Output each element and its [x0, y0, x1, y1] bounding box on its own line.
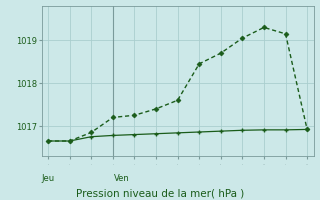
Text: Ven: Ven: [114, 174, 129, 183]
Text: Pression niveau de la mer( hPa ): Pression niveau de la mer( hPa ): [76, 188, 244, 198]
Text: Jeu: Jeu: [42, 174, 55, 183]
